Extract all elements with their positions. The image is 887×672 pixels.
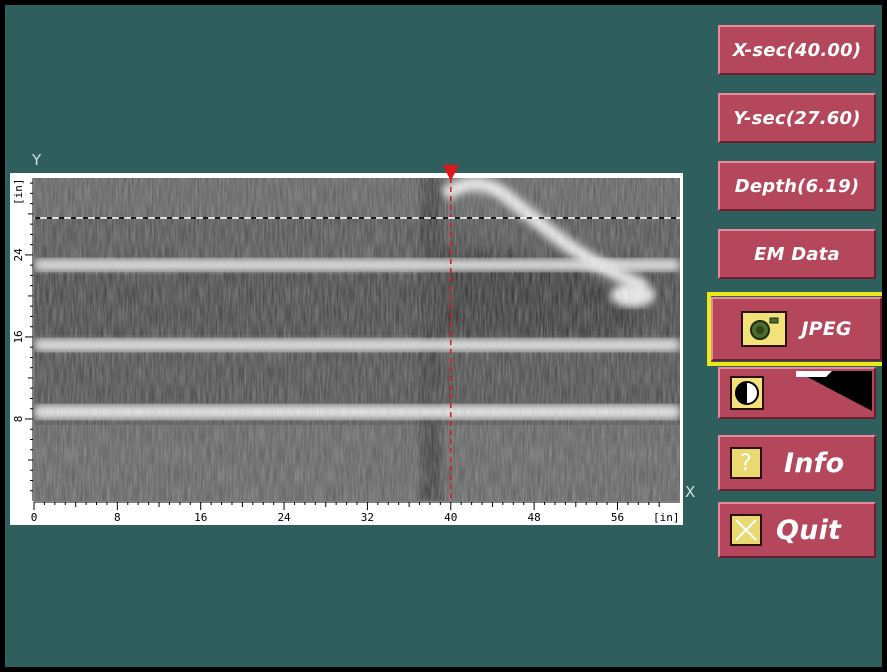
x-tick-label: 8 bbox=[114, 511, 121, 524]
y-tick-label: 8 bbox=[12, 416, 25, 423]
question-icon: ? bbox=[730, 447, 762, 479]
jpeg-button[interactable]: JPEG bbox=[711, 297, 882, 361]
main-screen: Y X bbox=[5, 5, 882, 667]
x-tick-label: 48 bbox=[528, 511, 541, 524]
contrast-icon bbox=[730, 376, 764, 410]
x-axis-ticks: 0 8 16 24 32 40 48 56 bbox=[31, 501, 680, 524]
x-tick-label: 16 bbox=[194, 511, 207, 524]
jpeg-label: JPEG bbox=[801, 318, 852, 340]
quit-button[interactable]: Quit bbox=[718, 502, 876, 558]
y-section-label: Y-sec(27.60) bbox=[733, 107, 861, 129]
close-icon bbox=[730, 514, 762, 546]
x-tick-label: 56 bbox=[611, 511, 624, 524]
y-tick-label: 16 bbox=[12, 330, 25, 343]
y-axis-unit: [in] bbox=[12, 179, 25, 206]
camera-icon bbox=[741, 311, 788, 347]
em-data-label: EM Data bbox=[754, 243, 840, 265]
y-axis-ticks: 8 16 24 bbox=[12, 178, 34, 501]
x-tick-label: 32 bbox=[361, 511, 374, 524]
info-label: Info bbox=[784, 447, 845, 479]
x-tick-label: 40 bbox=[444, 511, 457, 524]
y-axis-letter: Y bbox=[32, 151, 42, 169]
y-section-button[interactable]: Y-sec(27.60) bbox=[718, 93, 876, 143]
selection-highlight bbox=[707, 292, 882, 366]
y-tick-label: 24 bbox=[12, 248, 25, 262]
info-button[interactable]: ? Info bbox=[718, 435, 876, 491]
contrast-button[interactable] bbox=[718, 367, 876, 419]
scan-image-plot[interactable]: 8 16 24 0 8 16 24 32 40 48 56 [in] [in] bbox=[5, 5, 705, 535]
depth-button[interactable]: Depth(6.19) bbox=[718, 161, 876, 211]
x-tick-label: 24 bbox=[277, 511, 291, 524]
scan-image bbox=[34, 178, 680, 501]
x-section-button[interactable]: X-sec(40.00) bbox=[718, 25, 876, 75]
x-tick-label: 0 bbox=[31, 511, 38, 524]
x-axis-letter: X bbox=[685, 483, 696, 501]
x-section-label: X-sec(40.00) bbox=[732, 39, 862, 61]
depth-label: Depth(6.19) bbox=[734, 175, 860, 197]
quit-label: Quit bbox=[776, 514, 842, 546]
x-cursor-marker-icon[interactable] bbox=[442, 165, 459, 181]
x-axis-unit: [in] bbox=[653, 511, 680, 524]
em-data-button[interactable]: EM Data bbox=[718, 229, 876, 279]
gradient-ramp-icon bbox=[796, 371, 872, 415]
